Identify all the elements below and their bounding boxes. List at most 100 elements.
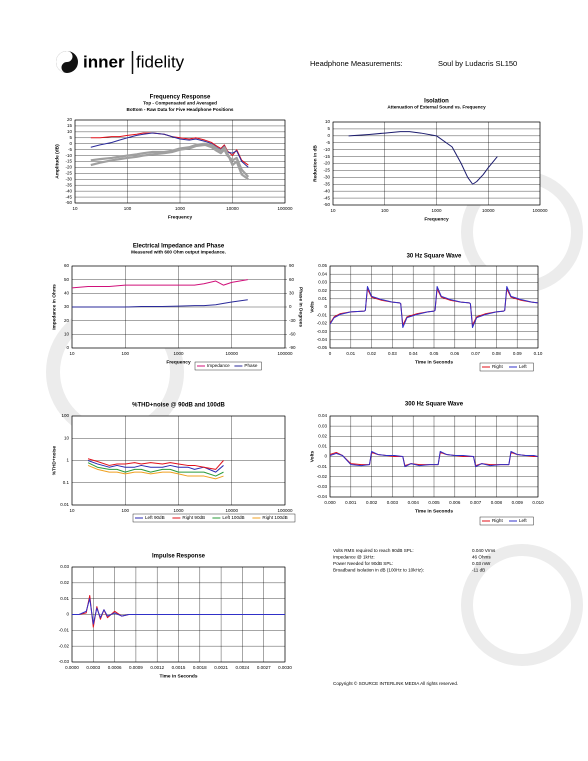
y2-tick-label: -90 [289,345,296,350]
x-tick-label: 0.0000 [65,665,79,670]
y-tick-label: 0 [324,304,327,309]
y-tick-label: 100 [61,413,69,418]
x-tick-label: 0.07 [471,351,480,356]
y-axis-label: Amplitude (dB) [54,144,60,179]
y-tick-label: 50 [64,277,70,282]
x-tick-label: 0.009 [512,500,524,505]
y-tick-label: 0.03 [318,280,327,285]
y-tick-label: 20 [64,318,70,323]
legend-label: Right [492,364,503,369]
y-tick-label: -0.01 [59,628,70,633]
y-tick-label: 0.05 [318,263,327,268]
y-tick-label: 0.01 [60,502,69,507]
y2-tick-label: -60 [289,332,296,337]
y-tick-label: -0.03 [317,329,328,334]
legend-label: Right 90dB [182,515,205,520]
product-name: Soul by Ludacris SL150 [438,59,517,68]
x-tick-label: 100000 [277,351,293,356]
chart-title: 300 Hz Square Wave [405,402,464,408]
y-tick-label: -0.02 [317,474,328,479]
x-tick-label: 0.0030 [278,665,292,670]
y-tick-label: -15 [65,159,72,164]
x-tick-label: 100 [121,351,129,356]
x-tick-label: 10000 [226,206,239,211]
x-tick-label: 0.004 [408,500,420,505]
y-tick-label: 10 [67,129,73,134]
x-tick-label: 0.003 [387,500,399,505]
y-tick-label: 10 [64,332,70,337]
series-line [329,286,539,328]
y-tick-label: 0 [324,454,327,459]
x-tick-label: 0.0018 [193,665,207,670]
x-tick-label: 0.0009 [129,665,143,670]
legend-box [194,361,262,371]
y2-tick-label: -30 [289,318,296,323]
x-tick-label: 0.007 [470,500,482,505]
x-tick-label: 100000 [277,508,293,513]
y-tick-label: -25 [65,171,72,176]
x-tick-label: 0.0012 [150,665,164,670]
series-line [87,458,224,470]
y-tick-label: 0.04 [318,271,327,276]
x-tick-label: 10000 [225,508,238,513]
y-tick-label: 0.01 [318,296,327,301]
y-tick-label: -50 [323,202,330,207]
y-tick-label: -0.02 [59,643,70,648]
chart-title: Impulse Response [152,554,206,560]
logo: inner fidelity [56,51,185,74]
x-tick-label: 0.08 [492,351,501,356]
legend-label: Left 100dB [222,515,244,520]
y-tick-label: -0.03 [59,659,70,664]
y-tick-label: 0 [66,345,69,350]
x-tick-label: 1000 [431,208,442,213]
series-line [87,460,224,473]
series-line [72,598,285,625]
y-tick-label: 15 [67,123,73,128]
x-tick-label: 0.005 [428,500,440,505]
y-tick-label: 60 [64,263,70,268]
y-tick-label: -45 [323,195,330,200]
x-tick-label: 1000 [173,508,184,513]
y-tick-label: -50 [65,200,72,205]
x-tick-label: 10000 [482,208,495,213]
x-tick-label: 0 [329,351,332,356]
x-tick-label: 100 [121,508,129,513]
chart: Impulse Response 0.03 0.02 0.01 0 -0.01 -0.02 -… [59,554,293,680]
series-line [72,299,248,308]
x-tick-label: 100000 [277,206,293,211]
y-tick-label: -40 [65,188,72,193]
y-tick-label: 0.1 [63,480,70,485]
x-axis-label: Frequency [166,359,191,365]
y-tick-label: 5 [327,126,330,131]
y-tick-label: -0.01 [317,312,328,317]
brand-left: inner [83,52,125,71]
x-tick-label: 1000 [175,206,186,211]
x-tick-label: 0.0015 [172,665,186,670]
series-line [87,462,224,477]
y-tick-label: -0.04 [317,494,328,499]
x-tick-label: 100 [124,206,132,211]
chart-title: Isolation [424,99,449,105]
x-tick-label: 0.01 [346,351,355,356]
x-tick-label: 0.03 [388,351,397,356]
chart-subtitle: Measured with 600 Ohm output impedance. [131,250,226,255]
x-tick-label: 10 [330,208,336,213]
x-tick-label: 10 [69,351,75,356]
series-line [87,464,224,480]
x-tick-label: 100000 [532,208,548,213]
chart: 300 Hz Square Wave0.040.030.020.010-0.01… [309,402,544,526]
y-tick-label: 0.02 [318,433,327,438]
y-tick-label: 5 [69,135,72,140]
legend-label: Left [519,518,527,523]
series-line [329,450,539,468]
series-line [90,142,249,181]
y-tick-label: -30 [323,175,330,180]
x-axis-label: Time in Seconds [159,673,197,679]
y-tick-label: 0.02 [60,580,69,585]
chart-subtitle: Bottom - Raw Data for Five Headphone Pos… [127,107,234,112]
y-tick-label: -35 [65,182,72,187]
x-axis-label: Frequency [168,214,193,220]
